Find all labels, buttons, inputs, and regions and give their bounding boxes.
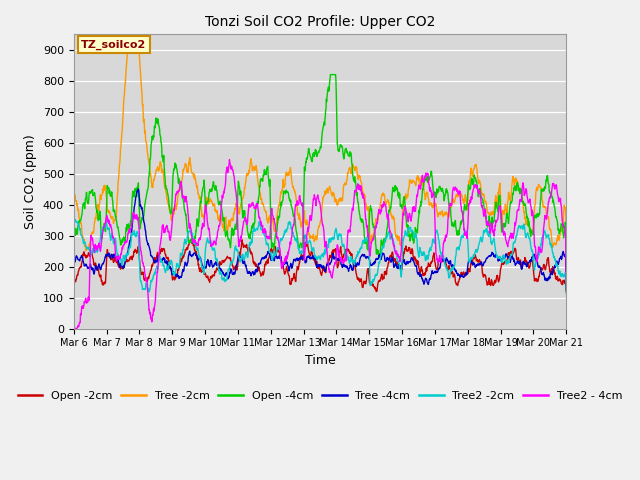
X-axis label: Time: Time [305, 354, 335, 367]
Text: TZ_soilco2: TZ_soilco2 [81, 39, 147, 50]
Title: Tonzi Soil CO2 Profile: Upper CO2: Tonzi Soil CO2 Profile: Upper CO2 [205, 15, 435, 29]
Y-axis label: Soil CO2 (ppm): Soil CO2 (ppm) [24, 134, 37, 229]
Legend: Open -2cm, Tree -2cm, Open -4cm, Tree -4cm, Tree2 -2cm, Tree2 - 4cm: Open -2cm, Tree -2cm, Open -4cm, Tree -4… [13, 386, 627, 406]
